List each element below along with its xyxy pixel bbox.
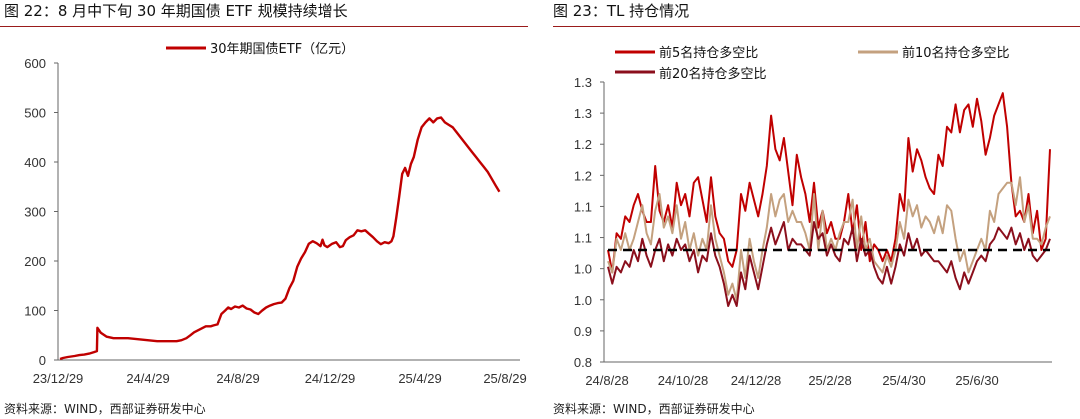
left-y-tick-label: 200 bbox=[24, 254, 46, 269]
left-y-tick-label: 500 bbox=[24, 106, 46, 121]
left-y-tick-label: 0 bbox=[39, 353, 46, 368]
legend-label-top20: 前20名持仓多空比 bbox=[659, 66, 767, 82]
right-y-tick-label: 1.2 bbox=[574, 137, 592, 152]
right-figure-title: 图 23：TL 持仓情况 bbox=[553, 2, 690, 20]
right-chart: 0.8 0.9 1.0 1.0 1.1 1.1 1.2 1.2 1.3 1.3 24/8/28 24… bbox=[574, 45, 1052, 388]
legend-label-top5: 前5名持仓多空比 bbox=[659, 45, 758, 61]
etf-scale-line bbox=[59, 116, 501, 361]
right-y-tick-label: 1.1 bbox=[574, 231, 592, 246]
right-x-tick-label: 24/12/28 bbox=[731, 373, 782, 388]
top10-ratio-line bbox=[607, 176, 1051, 302]
right-y-tick-label: 0.8 bbox=[574, 355, 592, 370]
left-source-note: 资料来源：WIND，西部证券研发中心 bbox=[4, 402, 206, 416]
left-y-tick-label: 100 bbox=[24, 304, 46, 319]
right-y-tick-label: 1.0 bbox=[574, 293, 592, 308]
left-title-rule bbox=[0, 26, 528, 27]
legend-label-top10: 前10名持仓多空比 bbox=[902, 45, 1010, 61]
left-x-tick-label: 24/12/29 bbox=[305, 371, 356, 386]
legend-label-etf: 30年期国债ETF（亿元） bbox=[210, 42, 354, 57]
right-x-tick-label: 24/8/28 bbox=[585, 373, 628, 388]
right-y-tick-label: 1.3 bbox=[574, 75, 592, 90]
left-y-tick-label: 600 bbox=[24, 56, 46, 71]
right-y-tick-label: 1.1 bbox=[574, 199, 592, 214]
right-source-note: 资料来源：WIND，西部证券研发中心 bbox=[553, 402, 755, 416]
left-x-tick-label: 24/4/29 bbox=[126, 371, 169, 386]
right-x-tick-label: 25/2/28 bbox=[808, 373, 851, 388]
right-x-tick-label: 25/6/30 bbox=[955, 373, 998, 388]
left-figure-title: 图 22：8 月中下旬 30 年期国债 ETF 规模持续增长 bbox=[4, 2, 348, 20]
right-x-tick-label: 25/4/30 bbox=[882, 373, 925, 388]
left-x-tick-label: 25/8/29 bbox=[483, 371, 526, 386]
top5-ratio-line bbox=[607, 92, 1051, 274]
left-chart: 0 100 200 300 400 500 600 23/12/29 24/4/29 24/8/… bbox=[24, 42, 526, 386]
left-x-tick-label: 24/8/29 bbox=[216, 371, 259, 386]
right-y-tick-label: 1.2 bbox=[574, 168, 592, 183]
left-y-tick-label: 300 bbox=[24, 205, 46, 220]
right-title-rule bbox=[553, 26, 1080, 27]
right-y-tick-label: 1.0 bbox=[574, 262, 592, 277]
left-x-tick-label: 25/4/29 bbox=[398, 371, 441, 386]
right-y-tick-label: 1.3 bbox=[574, 106, 592, 121]
top20-ratio-line bbox=[607, 221, 1051, 307]
left-x-tick-label: 23/12/29 bbox=[33, 371, 84, 386]
right-y-tick-label: 0.9 bbox=[574, 324, 592, 339]
right-x-tick-label: 24/10/28 bbox=[658, 373, 709, 388]
left-y-tick-label: 400 bbox=[24, 155, 46, 170]
